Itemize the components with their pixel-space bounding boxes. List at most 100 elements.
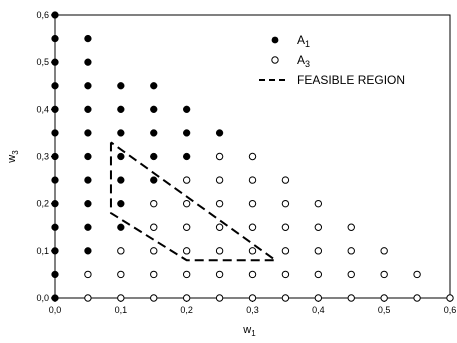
x-tick-label: 0,1 (115, 305, 128, 315)
a3-point (248, 199, 257, 208)
a3-point (182, 223, 191, 231)
a3-point (314, 294, 323, 302)
a3-point (314, 247, 323, 255)
a1-point (150, 105, 158, 113)
a1-point (84, 58, 92, 66)
y-tick-label: 0,3 (36, 152, 49, 162)
a1-point (215, 129, 224, 137)
a3-point (84, 294, 92, 302)
a3-point (248, 247, 257, 255)
legend-a1-label: A1 (297, 33, 310, 49)
a3-point (413, 270, 421, 279)
x-axis-label: w1 (242, 324, 256, 338)
a3-point (281, 223, 290, 231)
a1-point (183, 105, 191, 113)
a3-point (215, 247, 224, 255)
a3-point (446, 294, 454, 302)
a1-point (51, 294, 59, 302)
a1-point (51, 200, 59, 208)
x-tick-label: 0,0 (49, 305, 62, 315)
a1-point (84, 223, 92, 231)
a3-point (281, 294, 290, 302)
a1-point (150, 152, 158, 161)
x-tick-label: 0,5 (378, 305, 391, 315)
a3-point (182, 176, 191, 184)
legend-a3-label: A3 (297, 53, 310, 69)
a1-point (117, 152, 125, 161)
y-tick-label: 0,4 (36, 104, 49, 114)
a3-point (281, 247, 290, 255)
a1-point (150, 176, 158, 184)
axes: 0,0 0,1 0,2 0,3 0,4 0,5 0,6 0,0 0,1 0,2 0,3 0,4 0,5 0… (6, 10, 456, 338)
a1-point (84, 129, 92, 137)
a3-point (281, 199, 290, 208)
a3-point (413, 294, 421, 302)
a1-point (84, 82, 92, 90)
a1-point (51, 105, 59, 113)
a3-point (215, 223, 224, 231)
a3-point (380, 270, 388, 279)
a3-point (281, 270, 290, 279)
a1-point (117, 223, 125, 231)
a3-point (248, 176, 257, 184)
x-tick-label: 0,3 (246, 305, 259, 315)
a3-point (150, 270, 158, 279)
a3-point (248, 223, 257, 231)
a3-point (150, 294, 158, 302)
a3-point (347, 294, 355, 302)
a1-point (84, 176, 92, 184)
a3-point (248, 294, 257, 302)
a1-point (84, 152, 92, 161)
a1-point (117, 82, 125, 90)
y-tick-label: 0,2 (36, 199, 49, 209)
a3-point (117, 270, 125, 279)
legend-a3-marker (271, 56, 279, 64)
y-tick-label: 0,5 (36, 57, 49, 67)
a3-point (347, 247, 355, 255)
a3-point (380, 294, 388, 302)
a3-point (215, 199, 224, 208)
legend: A1 A3 FEASIBLE REGION (259, 33, 405, 87)
a1-point (51, 58, 59, 66)
x-tick-label: 0,6 (444, 305, 457, 315)
a1-point (117, 129, 125, 137)
a1-point (84, 34, 92, 43)
a1-point (150, 82, 158, 90)
a1-point (51, 247, 59, 255)
a1-point (51, 11, 59, 19)
a1-point (117, 200, 125, 208)
a3-point (281, 176, 290, 184)
a3-point (182, 199, 191, 208)
a3-point (182, 270, 191, 279)
a1-point (183, 152, 191, 161)
a3-point (182, 247, 191, 255)
legend-a3-subscript: 3 (305, 59, 310, 69)
x-tick-label: 0,4 (312, 305, 325, 315)
a3-point (117, 247, 125, 255)
a1-point (84, 105, 92, 113)
a3-point (248, 270, 257, 279)
a1-point (51, 152, 59, 161)
a3-point (117, 294, 125, 302)
a3-point (84, 270, 92, 279)
y-axis-label: w3 (6, 150, 20, 164)
y-axis-label-subscript: 3 (11, 150, 20, 155)
a1-point (84, 200, 92, 208)
a1-point (84, 247, 92, 255)
a3-point (347, 270, 355, 279)
a3-point (380, 247, 388, 255)
a1-point (150, 129, 158, 137)
x-tick-label: 0,2 (180, 305, 193, 315)
a1-point (51, 129, 59, 137)
feasible-region-boundary (109, 141, 279, 262)
a3-point (248, 152, 257, 161)
legend-a1-marker (271, 36, 279, 44)
y-tick-label: 0,1 (36, 246, 49, 256)
x-axis-label-subscript: 1 (251, 329, 256, 338)
a1-point (183, 129, 191, 137)
a1-point (51, 34, 59, 43)
a1-point (117, 176, 125, 184)
a3-point (347, 223, 355, 231)
a3-point (150, 223, 158, 231)
